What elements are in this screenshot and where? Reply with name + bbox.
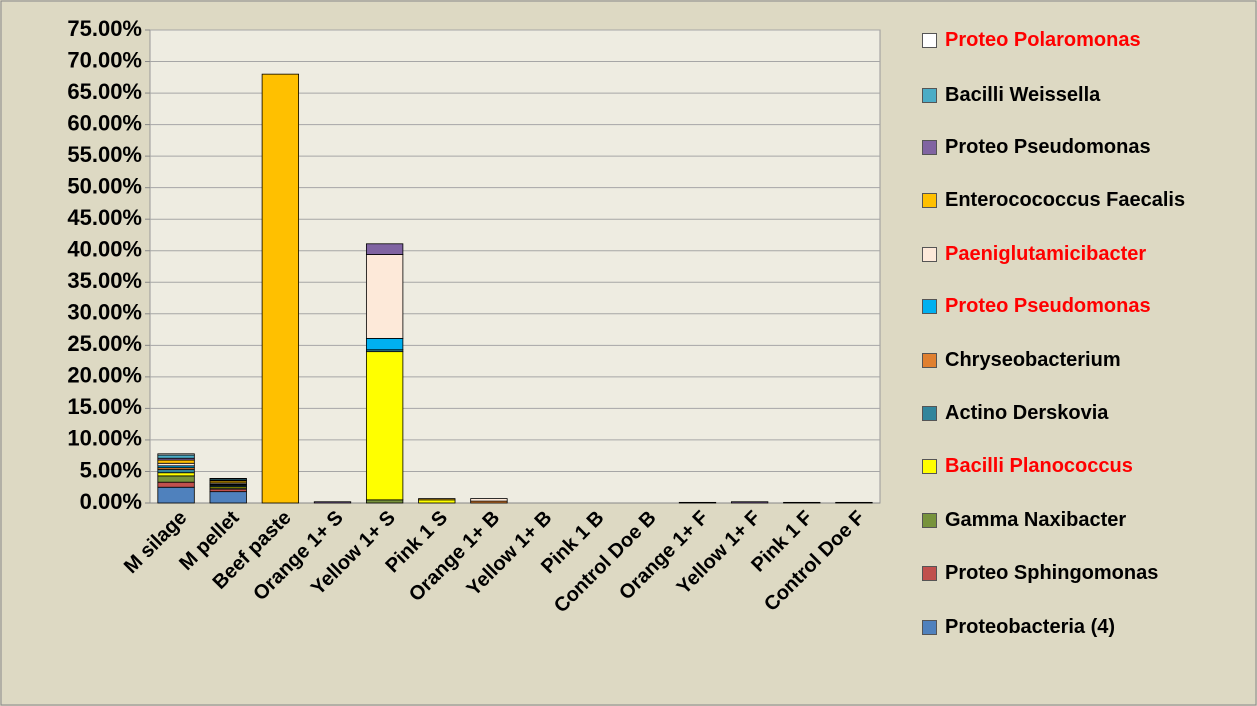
legend-swatch (922, 33, 937, 48)
legend-label: Bacilli Weissella (945, 84, 1101, 106)
bar-segment (365, 351, 404, 501)
bar-segment (261, 73, 300, 504)
y-tick-label: 65.00% (67, 79, 142, 104)
legend-label: Proteo Pseudomonas (945, 295, 1151, 317)
legend-label: Enterocococcus Faecalis (945, 189, 1186, 211)
legend-entry: Proteo Polaromonas (922, 29, 1230, 51)
legend-entry: Enterocococcus Faecalis (922, 189, 1230, 211)
legend-entry: Proteo Pseudomonas (922, 295, 1230, 317)
y-tick-label: 20.00% (67, 363, 142, 388)
y-tick-label: 30.00% (67, 300, 142, 325)
bar-segment (678, 501, 717, 504)
legend-entry: Proteobacteria (4) (922, 616, 1230, 638)
bar-segment (313, 501, 352, 504)
y-tick-label: 35.00% (67, 268, 142, 293)
legend-entry: Bacilli Weissella (922, 84, 1230, 106)
y-tick-label: 25.00% (67, 331, 142, 356)
bar-segment (470, 498, 508, 502)
legend-swatch (922, 459, 937, 474)
legend-entry: Chryseobacterium (922, 349, 1230, 371)
legend-swatch (922, 88, 937, 103)
bar-segment (209, 478, 247, 480)
legend-swatch (922, 620, 937, 635)
bar-segment (157, 475, 195, 483)
legend-label: Proteo Pseudomonas (945, 136, 1151, 158)
bar-segment (157, 454, 195, 459)
legend-label: Chryseobacterium (945, 349, 1121, 371)
y-tick-label: 10.00% (67, 426, 142, 451)
y-tick-label: 60.00% (67, 110, 142, 135)
legend-swatch (922, 406, 937, 421)
y-tick-label: 0.00% (80, 489, 142, 514)
bar-segment (157, 469, 195, 474)
legend-entry: Bacilli Planococcus (922, 455, 1230, 477)
legend-label: Bacilli Planococcus (945, 455, 1133, 477)
y-tick-label: 50.00% (67, 173, 142, 198)
legend-label: Proteo Polaromonas (945, 29, 1141, 51)
legend-swatch (922, 193, 937, 208)
y-tick-label: 5.00% (80, 457, 142, 482)
plot-area (149, 29, 881, 504)
legend-entry: Paeniglutamicibacter (922, 243, 1230, 265)
bar-segment (730, 501, 769, 504)
legend-swatch (922, 299, 937, 314)
bar-segment (157, 486, 195, 504)
legend-label: Proteo Sphingomonas (945, 562, 1159, 584)
bar-segment (157, 453, 195, 456)
legend-swatch (922, 247, 937, 262)
legend-entry: Actino Derskovia (922, 402, 1230, 424)
legend-swatch (922, 353, 937, 368)
legend-label: Gamma Naxibacter (945, 509, 1127, 531)
legend-entry: Proteo Pseudomonas (922, 136, 1230, 158)
y-tick-label: 70.00% (67, 47, 142, 72)
bar-segment (418, 499, 456, 504)
bar-segment (365, 337, 404, 351)
y-tick-label: 75.00% (67, 16, 142, 41)
legend-label: Proteobacteria (4) (945, 616, 1116, 638)
legend-entry: Gamma Naxibacter (922, 509, 1230, 531)
bar-segment (365, 254, 404, 339)
bar-segment (835, 501, 873, 504)
y-tick-label: 40.00% (67, 237, 142, 262)
bar-segment (365, 499, 404, 504)
legend-swatch (922, 140, 937, 155)
legend-label: Actino Derskovia (945, 402, 1109, 424)
legend-entry: Proteo Sphingomonas (922, 562, 1230, 584)
bar-segment (365, 243, 404, 255)
legend-swatch (922, 513, 937, 528)
y-tick-label: 15.00% (67, 394, 142, 419)
bar-segment (209, 491, 247, 504)
bar-segment (783, 501, 821, 504)
bar-segment (418, 498, 456, 501)
bar-segment (157, 459, 195, 464)
bar-segment (157, 472, 195, 477)
y-tick-label: 55.00% (67, 142, 142, 167)
legend-swatch (922, 566, 937, 581)
bar-segment (157, 481, 195, 488)
legend-label: Paeniglutamicibacter (945, 243, 1147, 265)
y-tick-label: 45.00% (67, 205, 142, 230)
